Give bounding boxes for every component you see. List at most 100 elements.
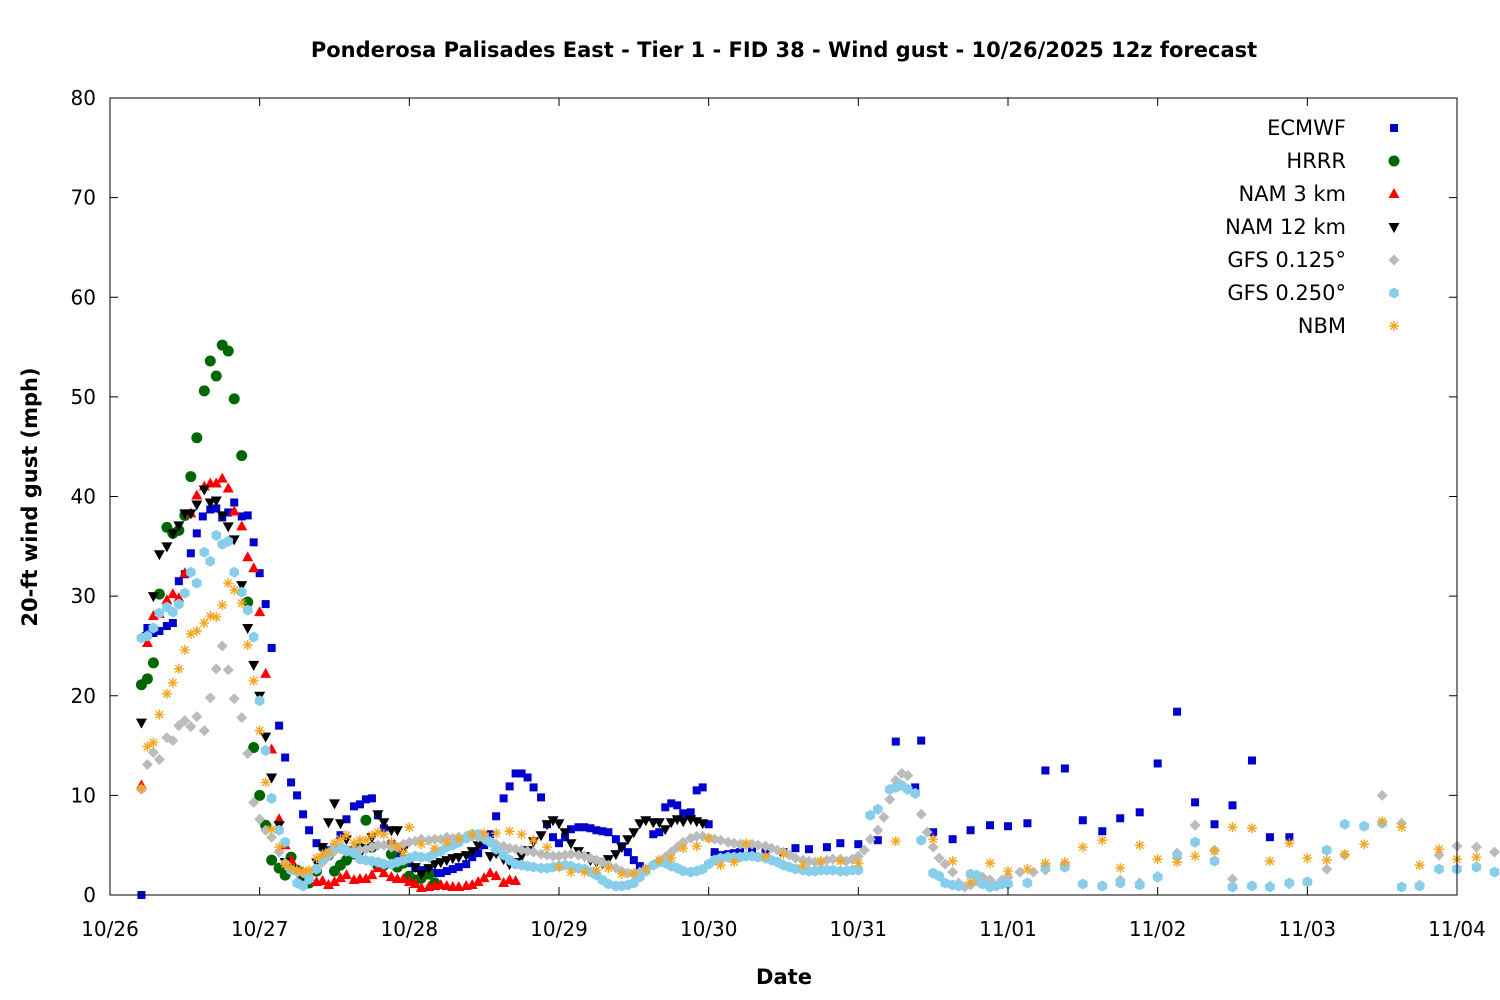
data-point <box>317 875 329 886</box>
data-point <box>298 866 309 877</box>
data-point <box>791 844 800 853</box>
data-point <box>229 566 239 578</box>
data-point <box>1014 866 1026 878</box>
data-point <box>592 826 601 835</box>
y-tick-label: 10 <box>71 783 96 807</box>
data-point <box>916 834 926 846</box>
data-point <box>162 622 171 631</box>
data-point <box>191 489 203 500</box>
data-point <box>692 786 701 795</box>
data-point <box>472 841 484 852</box>
data-point <box>429 860 441 871</box>
data-point <box>454 863 463 872</box>
data-point <box>430 869 439 878</box>
data-point <box>462 860 471 869</box>
data-point <box>1209 846 1220 857</box>
data-point <box>242 604 253 616</box>
data-point <box>529 783 538 792</box>
data-point <box>366 869 378 880</box>
data-point <box>1265 881 1275 893</box>
data-point <box>222 345 234 357</box>
data-point <box>329 838 340 849</box>
data-point <box>677 817 689 828</box>
data-point <box>185 628 196 639</box>
data-point <box>198 385 210 397</box>
data-point <box>378 867 390 878</box>
data-point <box>580 823 589 832</box>
data-point <box>228 693 240 705</box>
data-point <box>815 856 826 867</box>
data-point <box>148 737 159 748</box>
data-point <box>416 839 427 850</box>
series-gfs-0-250 <box>136 529 1500 893</box>
data-point <box>472 876 484 887</box>
data-point <box>474 849 483 858</box>
data-point <box>361 795 370 804</box>
data-point <box>553 819 565 830</box>
data-point <box>206 505 215 514</box>
x-tick-label: 11/03 <box>1279 917 1337 941</box>
data-point <box>610 850 622 861</box>
data-point <box>555 839 563 848</box>
data-point <box>204 692 216 704</box>
data-point <box>280 836 290 848</box>
data-point <box>141 673 153 685</box>
data-point <box>323 879 335 890</box>
data-point <box>853 858 864 869</box>
data-point <box>236 520 248 531</box>
data-point <box>254 813 266 825</box>
data-point <box>986 821 995 830</box>
data-point <box>1488 846 1500 858</box>
data-point <box>260 667 272 678</box>
data-point <box>266 831 278 843</box>
data-point <box>1190 836 1200 848</box>
data-point <box>237 512 246 521</box>
data-point <box>854 840 863 849</box>
data-point <box>1376 789 1388 801</box>
x-tick-label: 11/01 <box>979 917 1037 941</box>
data-point <box>191 625 202 636</box>
data-point <box>484 852 496 863</box>
data-point <box>153 550 165 561</box>
data-point <box>559 828 571 839</box>
data-point <box>1191 798 1200 807</box>
data-point <box>348 838 359 849</box>
data-point <box>1078 816 1087 825</box>
data-point <box>355 800 364 809</box>
plot-area <box>135 339 1500 899</box>
data-point <box>453 853 465 864</box>
data-point <box>354 835 365 846</box>
data-point <box>604 828 613 837</box>
data-point <box>827 853 839 865</box>
data-point <box>902 769 914 781</box>
data-point <box>393 850 402 859</box>
data-point <box>448 865 457 874</box>
data-point <box>698 783 707 792</box>
data-point <box>948 835 957 844</box>
legend-marker <box>1388 254 1400 266</box>
data-point <box>372 839 384 851</box>
data-point <box>236 581 248 592</box>
data-point <box>703 833 714 844</box>
data-point <box>441 856 453 867</box>
data-point <box>198 485 210 496</box>
data-point <box>174 598 184 610</box>
data-point <box>1134 840 1145 851</box>
data-point <box>505 782 514 791</box>
data-point <box>965 877 976 888</box>
data-point <box>1078 878 1088 890</box>
data-point <box>665 818 677 829</box>
data-point <box>267 643 276 652</box>
data-point <box>985 858 996 869</box>
data-point <box>254 606 266 617</box>
data-point <box>511 769 520 778</box>
data-point <box>216 472 228 483</box>
data-point <box>275 721 284 730</box>
data-point <box>1227 822 1238 833</box>
data-point <box>753 851 763 863</box>
data-point <box>323 818 335 829</box>
data-point <box>1434 863 1444 875</box>
data-point <box>661 803 670 812</box>
data-point <box>1152 871 1163 883</box>
data-point <box>216 511 228 522</box>
